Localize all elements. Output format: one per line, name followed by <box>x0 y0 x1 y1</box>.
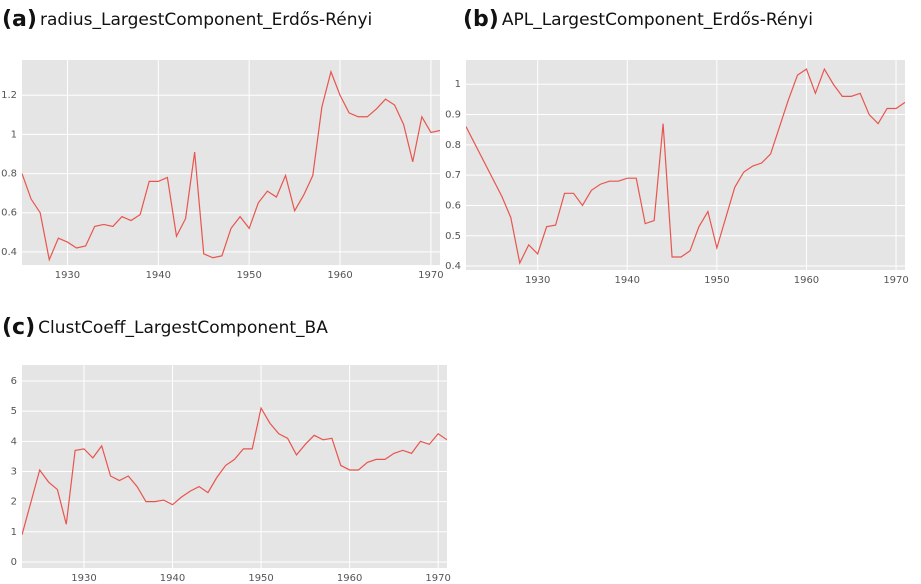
y-tick-label: 1 <box>455 79 461 90</box>
x-tick-label: 1950 <box>236 270 261 281</box>
y-tick-label: 0 <box>11 557 17 568</box>
data-line <box>466 67 905 265</box>
x-tick-label: 1930 <box>71 573 96 584</box>
y-tick-label: 3 <box>11 466 17 477</box>
y-tick-label: 4 <box>11 436 17 447</box>
x-tick-label: 1960 <box>794 275 819 286</box>
x-tick-label: 1950 <box>704 275 729 286</box>
x-tick-label: 1930 <box>525 275 550 286</box>
y-tick-label: 0.5 <box>445 231 461 242</box>
x-tick-label: 1970 <box>425 573 450 584</box>
data-line <box>22 69 440 262</box>
x-tick-label: 1940 <box>160 573 185 584</box>
chart-title: radius_LargestComponent_Erdős-Rényi <box>40 10 372 30</box>
x-tick-label: 1940 <box>146 270 171 281</box>
plot-area <box>22 365 447 568</box>
y-tick-label: 6 <box>11 376 17 387</box>
panel-label: (a) <box>2 7 37 32</box>
y-tick-label: 0.4 <box>445 261 461 272</box>
y-tick-label: 2 <box>11 497 17 508</box>
x-tick-label: 1960 <box>337 573 362 584</box>
y-tick-label: 0.9 <box>445 110 461 121</box>
x-tick-label: 1960 <box>327 270 352 281</box>
y-tick-label: 5 <box>11 406 17 417</box>
y-tick-label: 0.6 <box>445 200 461 211</box>
y-tick-label: 0.8 <box>445 140 461 151</box>
data-line <box>22 406 447 535</box>
plot-area <box>466 60 905 270</box>
y-tick-label: 1 <box>11 527 17 538</box>
chart-title: ClustCoeff_LargestComponent_BA <box>38 318 328 338</box>
y-tick-label: 0.8 <box>1 169 17 180</box>
y-tick-label: 1.2 <box>1 90 17 101</box>
plot-area <box>22 60 440 265</box>
x-tick-label: 1950 <box>248 573 273 584</box>
y-tick-label: 0.4 <box>1 247 17 258</box>
y-tick-label: 0.6 <box>1 208 17 219</box>
y-tick-label: 0.7 <box>445 170 461 181</box>
x-tick-label: 1940 <box>615 275 640 286</box>
x-tick-label: 1970 <box>883 275 908 286</box>
panel-label: (b) <box>463 7 499 32</box>
chart-title: APL_LargestComponent_Erdős-Rényi <box>502 10 813 30</box>
y-tick-label: 1 <box>11 129 17 140</box>
x-tick-label: 1970 <box>418 270 443 281</box>
x-tick-label: 1930 <box>55 270 80 281</box>
panel-label: (c) <box>2 315 35 340</box>
